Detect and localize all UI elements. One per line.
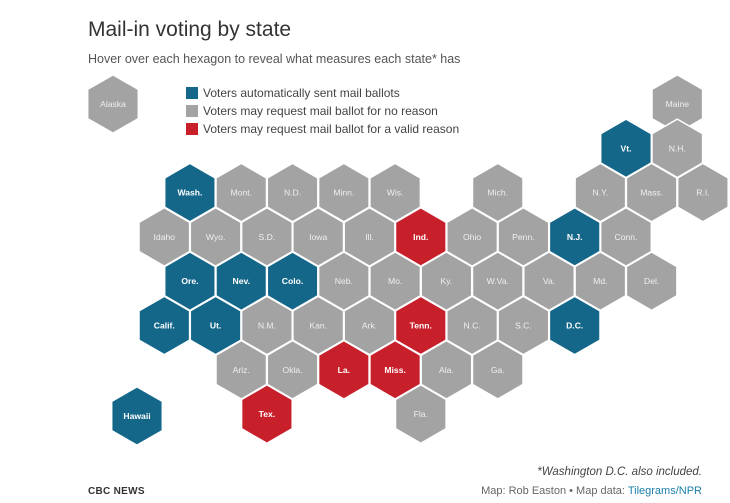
state-label: Neb. (335, 276, 353, 286)
legend: Voters automatically sent mail ballots V… (186, 84, 459, 138)
state-label: N.M. (258, 321, 276, 331)
state-label: D.C. (566, 321, 583, 331)
state-hex-shape[interactable] (240, 384, 293, 445)
state-hex-tex[interactable]: Tex. (240, 384, 293, 445)
legend-label-auto: Voters automatically sent mail ballots (203, 86, 400, 100)
subtitle: Hover over each hexagon to reveal what m… (88, 52, 461, 66)
legend-swatch-no-reason (186, 105, 198, 117)
footnote: *Washington D.C. also included. (537, 466, 702, 478)
legend-label-no-reason: Voters may request mail ballot for no re… (203, 104, 438, 118)
state-hex-d-c[interactable]: D.C. (548, 295, 601, 356)
state-label: Idaho (154, 232, 176, 242)
state-label: N.Y. (593, 188, 609, 198)
state-hex-shape[interactable] (625, 251, 678, 312)
legend-item-no-reason: Voters may request mail ballot for no re… (186, 102, 459, 120)
state-label: Ala. (439, 365, 454, 375)
state-label: Ill. (365, 232, 374, 242)
state-label: N.J. (567, 232, 583, 242)
state-hex-shape[interactable] (676, 162, 729, 223)
state-label: Wis. (387, 188, 404, 198)
state-label: Ut. (210, 321, 221, 331)
state-hex-shape[interactable] (471, 339, 524, 400)
state-label: Penn. (512, 232, 534, 242)
state-label: Mo. (388, 276, 402, 286)
legend-label-valid-reason: Voters may request mail ballot for a val… (203, 122, 460, 136)
state-label: Nev. (232, 276, 250, 286)
legend-item-auto: Voters automatically sent mail ballots (186, 84, 459, 102)
state-label: Hawaii (123, 411, 150, 421)
state-label: Calif. (154, 321, 175, 331)
state-label: N.H. (669, 143, 686, 153)
state-label: W.Va. (487, 276, 509, 286)
state-label: R.I. (696, 188, 709, 198)
state-label: Colo. (282, 276, 303, 286)
state-label: Ind. (413, 232, 428, 242)
state-label: Minn. (333, 188, 354, 198)
state-label: N.D. (284, 188, 301, 198)
state-label: N.C. (464, 321, 481, 331)
state-label: Ohio (463, 232, 481, 242)
state-label: La. (338, 365, 350, 375)
credits-text: Map: Rob Easton • Map data: (481, 485, 628, 497)
state-label: Md. (593, 276, 607, 286)
state-label: Va. (543, 276, 555, 286)
state-label: Ark. (362, 321, 377, 331)
state-label: Ariz. (233, 365, 250, 375)
state-hex-shape[interactable] (86, 73, 140, 135)
state-label: S.D. (259, 232, 276, 242)
state-hex-ga[interactable]: Ga. (471, 339, 524, 400)
state-hex-del[interactable]: Del. (625, 251, 678, 312)
state-label: S.C. (515, 321, 532, 331)
state-hex-hawaii[interactable]: Hawaii (110, 385, 164, 447)
state-label: Del. (644, 276, 659, 286)
state-label: Okla. (283, 365, 303, 375)
state-label: Tex. (259, 409, 276, 419)
legend-swatch-valid-reason (186, 123, 198, 135)
state-label: Wash. (177, 188, 202, 198)
brand-logo: CBC NEWS (88, 486, 145, 497)
credits: Map: Rob Easton • Map data: Tilegrams/NP… (481, 485, 702, 497)
state-label: Ga. (491, 365, 505, 375)
state-label: Ky. (441, 276, 453, 286)
page-title: Mail-in voting by state (88, 18, 292, 41)
state-hex-alaska[interactable]: Alaska (86, 73, 140, 135)
state-label: Conn. (615, 232, 638, 242)
state-label: Tenn. (410, 321, 432, 331)
tilegrams-link[interactable]: Tilegrams/NPR (627, 485, 702, 497)
state-label: Fla. (414, 409, 428, 419)
state-label: Iowa (309, 232, 327, 242)
state-hex-la[interactable]: La. (317, 339, 370, 400)
legend-swatch-auto (186, 87, 198, 99)
state-label: Ore. (181, 276, 198, 286)
state-hex-shape[interactable] (317, 339, 370, 400)
state-label: Alaska (100, 99, 126, 109)
state-label: Miss. (384, 365, 406, 375)
state-label: Wyo. (206, 232, 226, 242)
state-hex-fla[interactable]: Fla. (394, 384, 447, 445)
state-label: Kan. (309, 321, 327, 331)
state-label: Mass. (640, 188, 663, 198)
state-label: Maine (666, 99, 690, 109)
state-hex-shape[interactable] (110, 385, 164, 447)
state-hex-r-i[interactable]: R.I. (676, 162, 729, 223)
state-label: Mich. (487, 188, 508, 198)
legend-item-valid-reason: Voters may request mail ballot for a val… (186, 120, 459, 138)
state-label: Mont. (231, 188, 253, 198)
state-hex-shape[interactable] (548, 295, 601, 356)
state-label: Vt. (621, 143, 632, 153)
state-hex-shape[interactable] (394, 384, 447, 445)
